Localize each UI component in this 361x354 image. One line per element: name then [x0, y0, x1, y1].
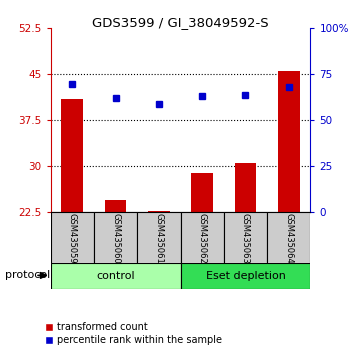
Text: Eset depletion: Eset depletion — [205, 271, 286, 281]
Text: GSM435063: GSM435063 — [241, 213, 250, 263]
Text: GSM435059: GSM435059 — [68, 213, 77, 263]
Text: GSM435064: GSM435064 — [284, 213, 293, 263]
Bar — [148, 211, 170, 212]
Text: GDS3599 / GI_38049592-S: GDS3599 / GI_38049592-S — [92, 16, 269, 29]
Text: control: control — [96, 271, 135, 281]
Bar — [105, 200, 126, 212]
Text: GSM435061: GSM435061 — [155, 213, 163, 263]
Bar — [267, 212, 310, 264]
Bar — [94, 212, 137, 264]
Bar — [235, 163, 256, 212]
Text: protocol: protocol — [5, 270, 51, 280]
Bar — [224, 212, 267, 264]
Bar — [51, 212, 94, 264]
Legend: transformed count, percentile rank within the sample: transformed count, percentile rank withi… — [41, 319, 225, 349]
Bar — [51, 263, 180, 289]
Bar — [191, 172, 213, 212]
Text: GSM435060: GSM435060 — [111, 213, 120, 263]
Text: GSM435062: GSM435062 — [198, 213, 206, 263]
Bar — [278, 71, 300, 212]
Bar — [180, 212, 224, 264]
Bar — [61, 99, 83, 212]
Bar — [137, 212, 180, 264]
Bar — [180, 263, 310, 289]
